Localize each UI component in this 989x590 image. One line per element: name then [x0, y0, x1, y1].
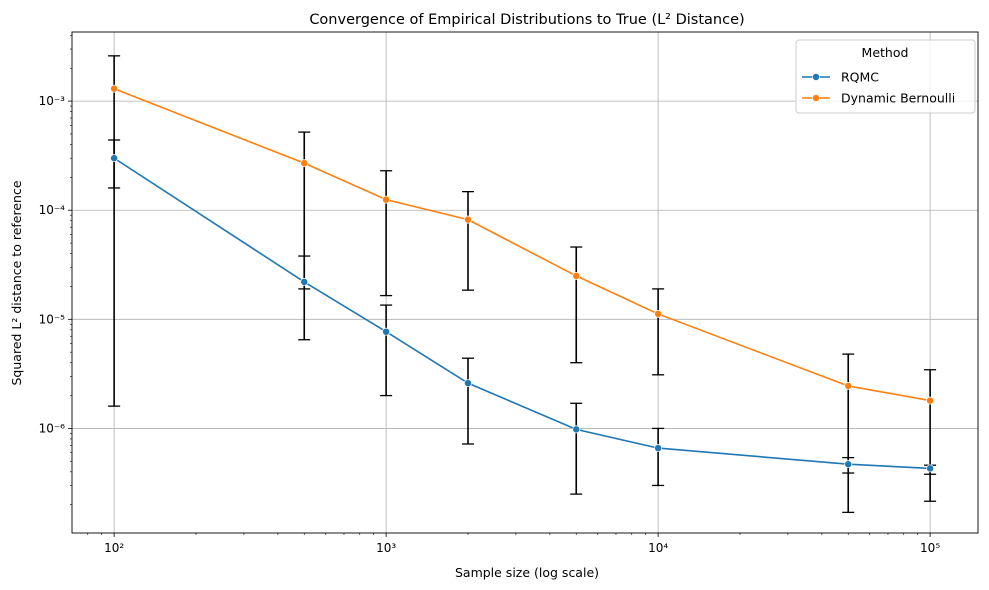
error-bar	[570, 246, 583, 364]
data-point	[110, 84, 119, 93]
series-line-0	[113, 157, 931, 470]
error-bars	[108, 55, 937, 514]
data-point	[464, 379, 472, 388]
data-point	[110, 154, 119, 163]
error-bar	[924, 369, 937, 502]
data-point	[300, 159, 309, 168]
data-point	[382, 327, 391, 336]
chart-title: Convergence of Empirical Distributions t…	[309, 12, 744, 28]
data-point	[464, 215, 472, 224]
legend: Method RQMC Dynamic Bernoulli	[795, 39, 976, 114]
legend-title: Method	[862, 45, 909, 60]
data-point	[572, 425, 581, 434]
legend-swatch-marker	[812, 73, 820, 81]
data-point	[300, 278, 309, 286]
legend-label: Dynamic Bernoulli	[841, 91, 955, 106]
error-bar	[380, 304, 393, 397]
plot-frame	[71, 31, 979, 534]
grid	[72, 32, 978, 533]
series-points	[110, 84, 935, 473]
x-tick-label: 10³	[376, 541, 396, 555]
y-axis-label: Squared L² distance to reference	[9, 180, 24, 385]
series-line-1	[113, 87, 931, 402]
error-bar	[842, 353, 855, 514]
data-point	[654, 309, 663, 318]
data-point	[654, 444, 663, 453]
error-bar	[380, 170, 393, 297]
x-axis-ticks: 10² 10³ 10⁴ 10⁵	[104, 533, 940, 555]
error-bar	[652, 288, 665, 376]
y-tick-label: 10⁻⁵	[39, 312, 66, 326]
legend-entry-1: Dynamic Bernoulli	[802, 91, 955, 106]
x-tick-label: 10⁴	[648, 541, 668, 555]
legend-swatch-marker	[812, 94, 820, 102]
series-lines	[113, 87, 931, 470]
error-bar	[570, 402, 583, 495]
y-tick-label: 10⁻³	[39, 94, 66, 108]
data-point	[926, 396, 935, 405]
legend-label: RQMC	[841, 70, 879, 85]
error-bar	[108, 55, 121, 189]
data-point	[572, 271, 581, 280]
y-tick-label: 10⁻⁶	[39, 421, 66, 435]
x-axis-label: Sample size (log scale)	[455, 565, 599, 580]
data-point	[926, 464, 935, 473]
data-point	[382, 195, 391, 204]
y-tick-label: 10⁻⁴	[39, 203, 66, 217]
error-bar	[462, 190, 475, 291]
data-point	[844, 460, 853, 469]
y-axis-ticks: 10⁻⁶ 10⁻⁵ 10⁻⁴ 10⁻³	[39, 94, 72, 435]
error-bar	[298, 131, 311, 290]
error-bar	[462, 357, 475, 445]
error-bar	[652, 427, 665, 487]
x-tick-label: 10⁵	[920, 541, 940, 555]
legend-entry-0: RQMC	[802, 70, 879, 85]
data-point	[844, 382, 853, 390]
x-tick-label: 10²	[104, 541, 124, 555]
legend-box	[795, 39, 976, 114]
